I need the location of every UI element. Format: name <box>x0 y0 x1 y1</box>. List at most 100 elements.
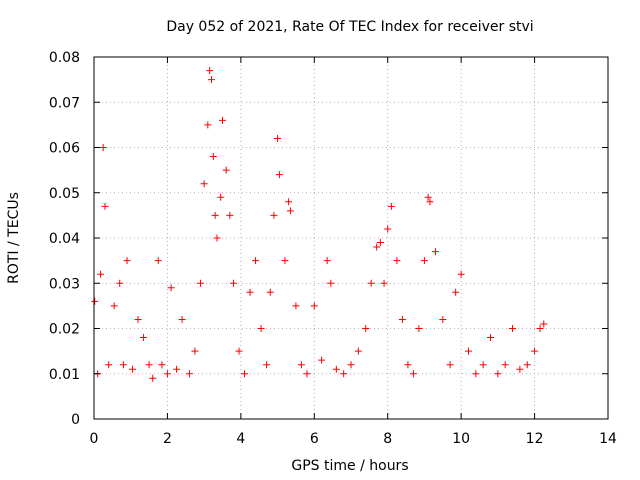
data-point <box>196 279 204 287</box>
data-point <box>167 284 175 292</box>
data-point <box>140 334 148 342</box>
data-point <box>318 356 326 364</box>
y-tick-label: 0.04 <box>49 231 80 247</box>
data-point <box>149 374 157 382</box>
y-axis-label: ROTI / TECUs <box>6 192 22 284</box>
data-point <box>384 225 392 233</box>
data-point <box>134 315 142 323</box>
data-point <box>531 347 539 355</box>
data-point <box>270 211 278 219</box>
data-point <box>387 202 395 210</box>
data-point <box>472 370 480 378</box>
data-point <box>446 361 454 369</box>
data-point <box>409 370 417 378</box>
data-point <box>347 361 355 369</box>
x-tick-label: 2 <box>163 431 172 447</box>
data-point <box>523 361 531 369</box>
data-point <box>110 302 118 310</box>
data-point <box>217 193 225 201</box>
data-point <box>263 361 271 369</box>
data-point <box>207 76 215 84</box>
data-point <box>376 239 384 247</box>
data-point <box>501 361 509 369</box>
data-point <box>266 288 274 296</box>
data-point <box>285 198 293 206</box>
data-point <box>516 365 524 373</box>
data-point <box>129 365 137 373</box>
data-point <box>332 365 340 373</box>
data-point <box>420 257 428 265</box>
data-point <box>191 347 199 355</box>
data-point <box>327 279 335 287</box>
data-point <box>219 116 226 124</box>
data-point <box>479 361 487 369</box>
data-point <box>163 370 171 378</box>
data-point <box>354 347 362 355</box>
data-point <box>275 171 283 179</box>
data-point <box>286 207 294 215</box>
data-point <box>292 302 300 310</box>
data-point <box>200 180 208 188</box>
y-tick-label: 0.06 <box>49 141 80 157</box>
y-tick-label: 0.01 <box>49 367 80 383</box>
y-tick-label: 0.02 <box>49 322 80 338</box>
data-point <box>105 361 113 369</box>
data-point <box>281 257 289 265</box>
data-point <box>145 361 153 369</box>
data-point <box>393 257 401 265</box>
x-axis: 0 2 4 6 8 10 12 14 <box>90 57 617 447</box>
data-point <box>457 270 465 278</box>
data-point <box>116 279 124 287</box>
data-point <box>235 347 243 355</box>
data-point <box>310 302 318 310</box>
data-point <box>487 334 495 342</box>
data-point <box>213 234 221 242</box>
data-point <box>209 153 217 161</box>
y-tick-label: 0.07 <box>49 95 80 111</box>
data-point <box>404 361 412 369</box>
x-tick-label: 14 <box>599 431 617 447</box>
x-tick-label: 8 <box>383 431 392 447</box>
data-point <box>241 370 249 378</box>
data-point <box>340 370 348 378</box>
chart-title: Day 052 of 2021, Rate Of TEC Index for r… <box>166 19 533 35</box>
data-point <box>367 279 375 287</box>
data-point <box>380 279 388 287</box>
data-point <box>173 365 181 373</box>
y-tick-label: 0.03 <box>49 276 80 292</box>
data-point <box>101 202 109 210</box>
data-point <box>230 279 238 287</box>
data-point <box>97 270 105 278</box>
data-point <box>91 297 99 305</box>
x-tick-label: 10 <box>452 431 470 447</box>
data-point <box>494 370 502 378</box>
data-point <box>158 361 166 369</box>
data-point <box>99 144 107 151</box>
data-point <box>211 211 219 219</box>
data-point <box>509 325 517 332</box>
data-point <box>431 248 439 256</box>
data-point <box>119 361 127 369</box>
data-point <box>373 243 381 251</box>
x-tick-label: 6 <box>310 431 319 447</box>
data-point <box>274 134 282 142</box>
y-tick-label: 0.05 <box>49 186 80 202</box>
y-axis: 0 0.01 0.02 0.03 0.04 0.05 0.06 0.07 0.08 <box>49 50 608 428</box>
data-point <box>154 257 162 265</box>
data-point <box>464 347 472 355</box>
data-point <box>222 166 230 174</box>
data-point <box>398 315 406 323</box>
data-point <box>226 211 234 219</box>
x-axis-label: GPS time / hours <box>291 458 408 474</box>
data-point <box>252 257 260 265</box>
data-point <box>185 370 193 378</box>
data-point <box>426 198 434 206</box>
data-point <box>415 325 423 332</box>
data-point <box>123 257 131 265</box>
data-point <box>536 325 544 332</box>
data-point <box>452 288 460 296</box>
data-point <box>206 67 214 75</box>
data-point <box>362 325 370 332</box>
y-tick-label: 0 <box>71 412 80 428</box>
